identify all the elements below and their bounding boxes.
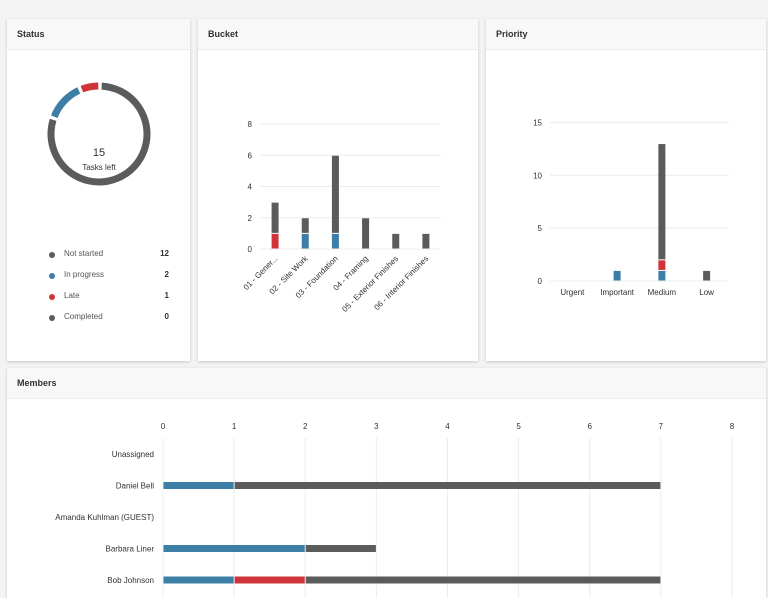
bar-segment-not-started[interactable] (271, 202, 279, 233)
legend-item-not-started: Not started 12 (49, 249, 169, 270)
bar-segment-in-progress[interactable] (163, 576, 234, 584)
legend-value: 12 (160, 249, 169, 258)
legend-value: 1 (164, 291, 169, 300)
members-bar-chart: 0 1 2 3 4 5 6 7 8 Unassigned Daniel Bell Amanda Kuh… (55, 422, 735, 598)
status-card-title: Status (7, 19, 190, 50)
legend-label: Late (64, 291, 80, 300)
not-started-dot-icon (49, 252, 55, 258)
member-label: Barbara Liner (106, 545, 155, 554)
bar-segment-not-started[interactable] (234, 482, 661, 489)
y-tick-label: 15 (533, 118, 542, 127)
x-tick-label: Important (600, 288, 635, 297)
tasks-left-count: 15 (93, 147, 105, 159)
status-legend: Not started 12 In progress 2 Late 1 Comp… (49, 249, 169, 333)
y-tick-label: 4 (248, 183, 253, 192)
x-tick-label: 05 - Exterior Finishes (340, 254, 400, 314)
x-tick-label: Urgent (560, 288, 585, 297)
legend-item-late: Late 1 (49, 291, 169, 312)
x-tick-label: 5 (516, 422, 521, 431)
priority-card: Priority 0 5 10 15 Urgent Important Medium Low (486, 19, 766, 361)
member-label: Unassigned (112, 450, 154, 459)
x-tick-label: 0 (161, 422, 166, 431)
donut-slice-late (80, 82, 99, 93)
legend-item-in-progress: In progress 2 (49, 270, 169, 291)
legend-value: 0 (164, 312, 169, 321)
y-tick-label: 5 (538, 224, 543, 233)
x-tick-label: 4 (445, 422, 450, 431)
bar-segment-in-progress[interactable] (301, 233, 309, 249)
y-tick-label: 8 (248, 120, 253, 129)
member-label: Amanda Kuhlman (GUEST) (55, 513, 154, 522)
bar-segment-late[interactable] (234, 576, 305, 584)
x-tick-label: 06 - Interior Finishes (372, 254, 430, 312)
bar-segment-not-started[interactable] (301, 218, 309, 233)
y-tick-label: 2 (248, 214, 253, 223)
y-tick-label: 0 (248, 245, 253, 254)
y-tick-label: 10 (533, 171, 542, 180)
x-tick-label: 1 (232, 422, 237, 431)
donut-slice-in-progress (50, 87, 81, 119)
legend-value: 2 (164, 270, 169, 279)
tasks-left-label: Tasks left (82, 163, 116, 172)
bar-segment-late[interactable] (658, 260, 666, 270)
bar-segment-not-started[interactable] (305, 545, 376, 552)
bar-segment-in-progress[interactable] (613, 270, 621, 281)
legend-label: Completed (64, 312, 103, 321)
bar-segment-late[interactable] (271, 233, 279, 249)
late-dot-icon (49, 294, 55, 300)
bar-segment-not-started[interactable] (658, 144, 666, 260)
x-tick-label: 3 (374, 422, 379, 431)
members-card-title: Members (7, 368, 766, 399)
status-card: Status 15 Tasks left Not started 12 In p… (7, 19, 190, 361)
member-label: Daniel Bell (116, 482, 154, 491)
donut-slice-not-started (47, 82, 151, 186)
in-progress-dot-icon (49, 273, 55, 279)
y-tick-label: 0 (538, 277, 543, 286)
x-tick-label: 6 (588, 422, 593, 431)
legend-label: In progress (64, 270, 105, 279)
x-tick-label: 7 (659, 422, 664, 431)
member-label: Bob Johnson (107, 576, 154, 585)
bucket-card-title: Bucket (198, 19, 478, 50)
x-tick-label: 2 (303, 422, 308, 431)
legend-label: Not started (64, 249, 104, 258)
bar-segment-not-started[interactable] (392, 233, 400, 249)
bar-segment-in-progress[interactable] (331, 233, 339, 249)
bucket-card: Bucket 0 2 4 6 8 01 - Gener... 02 - Site Work 0… (198, 19, 478, 361)
legend-item-completed: Completed 0 (49, 312, 169, 333)
members-card: Members 0 1 2 3 4 5 6 7 8 Unassigned Daniel Bell Am… (7, 368, 766, 598)
y-tick-label: 6 (248, 151, 253, 160)
bar-segment-in-progress[interactable] (163, 482, 234, 489)
completed-dot-icon (49, 315, 55, 321)
bar-segment-not-started[interactable] (703, 270, 711, 281)
priority-card-title: Priority (486, 19, 766, 50)
x-tick-label: 8 (730, 422, 735, 431)
bar-segment-not-started[interactable] (422, 233, 430, 249)
x-tick-label: Medium (648, 288, 677, 297)
x-tick-label: Low (699, 288, 714, 297)
bar-segment-not-started[interactable] (305, 576, 661, 584)
bar-segment-in-progress[interactable] (658, 270, 666, 281)
priority-bar-chart: 0 5 10 15 Urgent Important Medium Low (533, 118, 729, 297)
status-donut-chart: 15 Tasks left (47, 82, 151, 186)
bar-segment-in-progress[interactable] (163, 545, 305, 552)
bar-segment-not-started[interactable] (362, 218, 370, 249)
bar-segment-not-started[interactable] (331, 155, 339, 233)
